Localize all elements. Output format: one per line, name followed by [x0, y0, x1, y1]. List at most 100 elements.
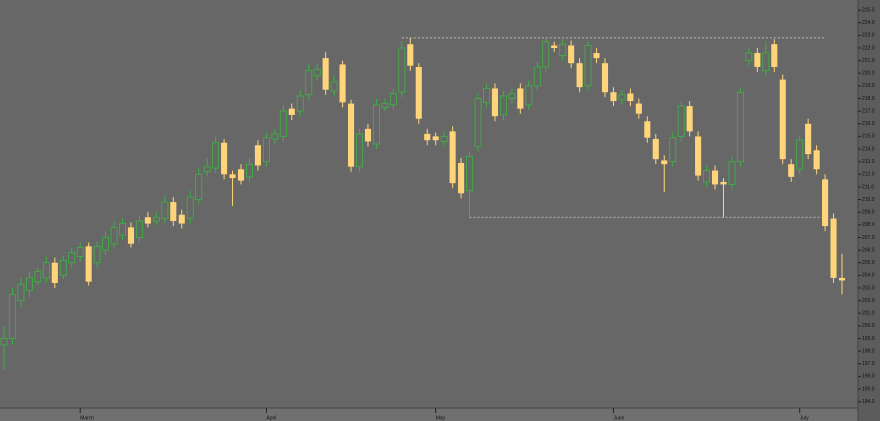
candle-body [212, 142, 220, 169]
candle-body [348, 103, 355, 167]
candle-body [152, 216, 160, 222]
candle-body [170, 202, 177, 222]
candle-body [339, 64, 346, 103]
candle-body [736, 91, 744, 163]
candle-body [389, 93, 397, 106]
candle-body [135, 220, 143, 238]
candle-body [432, 136, 439, 141]
candle-body [127, 227, 135, 244]
candle-body [593, 53, 600, 59]
y-tick-label: 201.0 [862, 311, 875, 317]
candle-body [245, 163, 253, 178]
x-tick-label: April [266, 415, 276, 421]
y-tick-label: 208.0 [862, 222, 875, 228]
candle-body [415, 66, 422, 119]
y-tick-label: 209.0 [862, 210, 875, 216]
candle-body [221, 142, 228, 175]
candle-body [754, 53, 761, 67]
candle-body [728, 161, 736, 185]
candle-body [407, 44, 414, 66]
x-tick-label: May [436, 415, 446, 421]
x-axis-panel [0, 408, 858, 421]
candle-body [618, 94, 626, 101]
candle-body [271, 133, 279, 140]
candle-body [661, 160, 668, 165]
candle-body [838, 277, 846, 281]
candle-body [356, 133, 364, 168]
candle-body [296, 95, 304, 112]
y-tick-label: 205.0 [862, 260, 875, 266]
candle-body [652, 138, 659, 160]
y-tick-label: 218.0 [862, 96, 875, 102]
y-tick-label: 203.0 [862, 285, 875, 291]
candle-body [364, 128, 372, 142]
candle-body [144, 217, 151, 224]
candle-body [330, 81, 338, 92]
x-tick-label: March [80, 415, 94, 421]
candle-body [449, 131, 456, 184]
candle-body [822, 179, 829, 227]
candle-body [635, 103, 642, 114]
candle-body [779, 79, 786, 160]
candle-body [499, 95, 507, 116]
candle-body [76, 247, 84, 257]
candle-body [203, 166, 211, 173]
candle-body [237, 169, 245, 181]
candle-body [279, 110, 287, 137]
candle-body [119, 223, 127, 236]
y-tick-label: 219.0 [862, 83, 875, 89]
y-tick-label: 211.0 [862, 184, 874, 190]
candle-body [491, 88, 498, 117]
candle-body [458, 162, 465, 194]
y-axis-panel [858, 0, 880, 421]
candle-body [474, 98, 482, 147]
candle-body [440, 135, 448, 142]
candle-body [254, 145, 261, 166]
candle-body [8, 293, 16, 339]
candle-body [42, 262, 50, 279]
y-tick-label: 212.0 [862, 172, 875, 178]
candle-body [805, 123, 812, 155]
y-tick-label: 216.0 [862, 121, 875, 127]
candle-body [195, 173, 203, 201]
candle-body [686, 106, 693, 132]
candle-body [796, 139, 804, 170]
candle-body [313, 69, 321, 77]
candle-body [424, 133, 431, 141]
y-tick-label: 223.0 [862, 33, 875, 39]
candle-body [517, 88, 524, 109]
y-tick-label: 202.0 [862, 298, 875, 304]
candle-body [669, 137, 677, 163]
y-tick-label: 220.0 [862, 71, 875, 77]
plot-area [0, 0, 858, 408]
candle-body [51, 262, 58, 283]
candle-body [262, 137, 270, 163]
candle-body [771, 44, 778, 67]
y-tick-label: 197.0 [862, 361, 875, 367]
candle-body [813, 150, 820, 170]
candle-body [178, 214, 185, 224]
candle-body [533, 66, 541, 87]
candle-body [576, 63, 583, 88]
candle-body [322, 58, 329, 90]
candle-body [508, 93, 516, 99]
candle-body [559, 43, 567, 57]
candle-body [745, 52, 753, 62]
candle-body [627, 93, 634, 102]
y-tick-label: 224.0 [862, 20, 875, 26]
candle-body [482, 87, 490, 103]
candle-body [762, 52, 770, 72]
candle-body [525, 85, 533, 106]
candle-body [186, 196, 194, 219]
y-tick-label: 206.0 [862, 247, 875, 253]
candle-body [466, 156, 474, 192]
candle-body [93, 245, 101, 264]
y-tick-label: 200.0 [862, 323, 875, 329]
candle-body [102, 237, 110, 251]
candle-body [398, 47, 406, 93]
candle-body [788, 164, 795, 177]
candle-body [677, 105, 685, 137]
candle-body [381, 103, 389, 108]
candle-body [568, 45, 575, 64]
